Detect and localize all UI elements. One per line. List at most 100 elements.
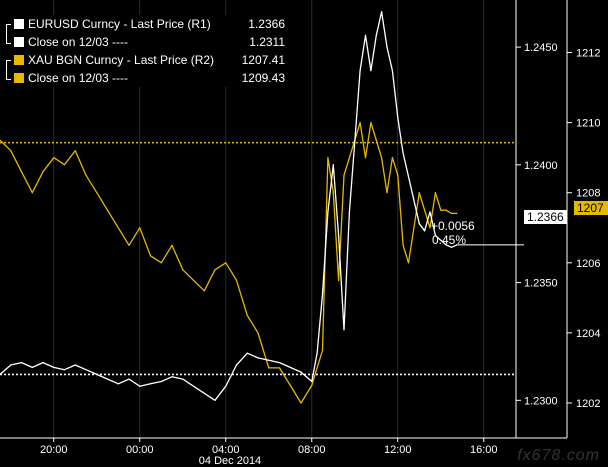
series-point xyxy=(450,212,453,214)
series-point xyxy=(182,378,184,380)
series-point xyxy=(31,366,33,368)
r1-axis-ticks: 1.2450 1.2400 1.2350 1.2300 xyxy=(516,42,558,407)
series-point xyxy=(0,373,1,375)
series-point xyxy=(139,385,141,387)
series-point xyxy=(85,369,87,371)
x-tick-label: 12:00 xyxy=(384,444,412,456)
series-point xyxy=(235,279,238,281)
r2-tick-label: 1202 xyxy=(576,398,600,410)
legend-swatch-white xyxy=(14,37,24,47)
series-point xyxy=(338,279,340,281)
r2-axis-ticks: 1212 1210 1208 1206 1204 1202 xyxy=(567,48,600,410)
series-point xyxy=(268,359,270,361)
series-point xyxy=(0,139,1,141)
r2-tick-label: 1204 xyxy=(576,328,600,340)
legend-value: 1.2311 xyxy=(249,35,285,49)
series-point xyxy=(445,244,447,246)
series-point xyxy=(192,385,195,387)
series-point xyxy=(338,234,340,237)
series-point xyxy=(31,192,33,194)
series-point xyxy=(359,122,361,124)
series-point xyxy=(20,362,23,364)
series-point xyxy=(149,383,152,385)
series-point xyxy=(128,244,130,246)
series-point xyxy=(74,364,76,366)
series-point xyxy=(391,157,393,159)
series-point xyxy=(424,230,426,232)
series-point xyxy=(63,164,66,166)
change-percent: 0.45% xyxy=(432,233,467,247)
xau-price-tag: 1207 xyxy=(574,201,608,215)
legend-swatch-gold xyxy=(14,73,24,83)
series-point xyxy=(359,70,361,72)
series-point xyxy=(440,209,442,211)
change-value: +0.0056 xyxy=(431,219,475,233)
series-point xyxy=(246,352,248,354)
series-point xyxy=(96,373,98,375)
series-point xyxy=(203,392,205,394)
series-point xyxy=(128,378,130,380)
legend-entry-eurusd-close: Close on 12/03 ---- 1.2311 xyxy=(2,33,291,51)
series-point xyxy=(139,227,141,229)
x-tick-label: 00:00 xyxy=(126,444,154,456)
series-point xyxy=(316,352,318,354)
series-point xyxy=(370,70,372,72)
series-point xyxy=(407,176,410,178)
legend-value: 1207.41 xyxy=(241,53,285,67)
eurusd-price-tag: 1.2366 xyxy=(524,210,567,224)
legend-label: Close on 12/03 ---- xyxy=(28,35,129,49)
series-point xyxy=(343,174,345,176)
r1-tick-label: 1.2450 xyxy=(524,42,558,54)
x-axis-date-label: 04 Dec 2014 xyxy=(199,455,261,467)
series-point xyxy=(386,192,388,194)
series-point xyxy=(402,244,404,246)
series-point xyxy=(332,192,334,194)
series-point xyxy=(321,293,324,295)
legend-label: EURUSD Curncy - Last Price (R1) xyxy=(28,17,211,31)
series-point xyxy=(257,357,259,359)
series-point xyxy=(53,366,55,368)
series-point xyxy=(343,329,345,331)
series-point xyxy=(289,384,291,386)
r1-tick-label: 1.2400 xyxy=(524,160,558,172)
x-tick-label: 08:00 xyxy=(298,444,326,456)
series-point xyxy=(397,174,399,176)
series-point xyxy=(171,244,173,246)
legend-entry-xau-close: Close on 12/03 ---- 1209.43 xyxy=(2,69,291,87)
series-point xyxy=(10,364,12,366)
legend-entry-xau: XAU BGN Curncy - Last Price (R2) 1207.41 xyxy=(2,51,291,69)
series-point xyxy=(257,332,259,334)
r2-tick-label: 1208 xyxy=(576,188,600,200)
series-point xyxy=(300,402,302,404)
x-axis-ticks: 20:00 00:00 04:00 08:00 12:00 16:00 xyxy=(40,438,498,456)
series-point xyxy=(182,269,184,271)
x-tick-label: 16:00 xyxy=(470,444,498,456)
watermark: fx678.com xyxy=(517,447,600,464)
series-point xyxy=(300,371,302,373)
series-point xyxy=(327,211,329,213)
series-point xyxy=(386,46,388,48)
series-point xyxy=(311,380,313,383)
series-point xyxy=(42,171,44,173)
series-point xyxy=(445,209,447,211)
series-point xyxy=(10,150,12,152)
x-tick-label: 20:00 xyxy=(40,444,68,456)
legend-value: 1.2366 xyxy=(248,17,285,31)
series-point xyxy=(375,34,377,36)
series-point xyxy=(418,192,420,194)
series-point xyxy=(370,122,372,124)
series-point xyxy=(381,157,383,159)
series-point xyxy=(192,279,195,281)
series-point xyxy=(246,314,248,316)
series-point xyxy=(278,367,281,369)
series-line xyxy=(0,121,457,404)
series-point xyxy=(434,234,436,237)
series-point xyxy=(418,223,420,225)
series-point xyxy=(316,367,318,369)
series-point xyxy=(214,399,216,401)
r1-tick-label: 1.2300 xyxy=(524,395,558,407)
legend-bracket xyxy=(6,24,11,44)
series-point xyxy=(149,255,152,257)
prior-close-lines xyxy=(0,141,516,376)
